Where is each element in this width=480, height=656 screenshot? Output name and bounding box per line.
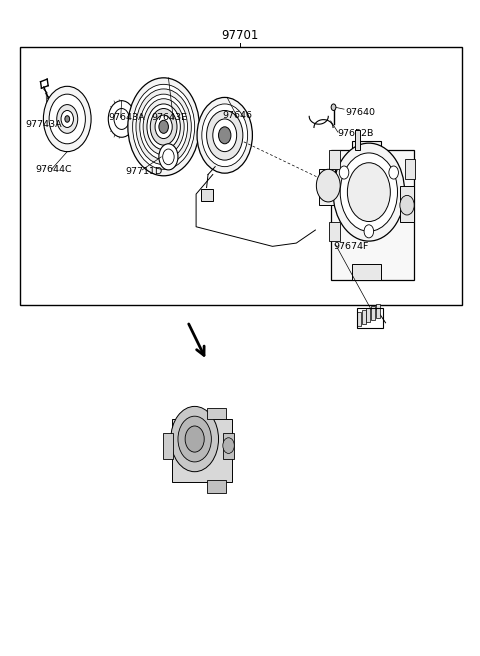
Circle shape — [57, 104, 78, 133]
Circle shape — [202, 104, 248, 167]
Bar — [371, 306, 375, 320]
Text: 97674F: 97674F — [333, 242, 369, 251]
Bar — [352, 264, 381, 280]
Circle shape — [108, 100, 135, 137]
Circle shape — [140, 94, 188, 159]
Text: 97640: 97640 — [345, 108, 375, 117]
Circle shape — [132, 85, 195, 169]
Circle shape — [163, 149, 174, 165]
Bar — [329, 222, 340, 241]
Circle shape — [331, 104, 336, 110]
Bar — [357, 308, 383, 328]
Bar — [331, 150, 414, 280]
Circle shape — [178, 416, 211, 462]
Text: 97646: 97646 — [223, 112, 253, 120]
Bar — [355, 130, 360, 150]
Circle shape — [65, 115, 70, 122]
Text: 97644C: 97644C — [36, 165, 72, 174]
Circle shape — [206, 110, 243, 160]
Bar — [352, 141, 381, 157]
Bar — [201, 189, 213, 201]
Circle shape — [150, 108, 177, 145]
Circle shape — [136, 89, 192, 165]
Circle shape — [213, 119, 237, 152]
Bar — [329, 150, 340, 169]
Text: 97643E: 97643E — [152, 113, 188, 121]
Bar — [223, 432, 234, 459]
Bar — [319, 169, 336, 205]
Circle shape — [43, 87, 91, 152]
Text: 97743A: 97743A — [26, 119, 62, 129]
Circle shape — [185, 426, 204, 452]
Circle shape — [400, 195, 414, 215]
Circle shape — [155, 115, 172, 138]
Circle shape — [333, 143, 405, 241]
Circle shape — [364, 225, 373, 238]
Circle shape — [147, 104, 180, 150]
Circle shape — [389, 166, 398, 179]
Bar — [405, 159, 415, 179]
Text: 97711D: 97711D — [125, 167, 163, 176]
Circle shape — [159, 144, 178, 170]
Bar — [206, 407, 226, 419]
Circle shape — [223, 438, 234, 453]
Circle shape — [339, 166, 349, 179]
Bar — [362, 310, 365, 324]
Circle shape — [49, 94, 85, 144]
Bar — [376, 304, 380, 318]
Bar — [357, 312, 361, 326]
Circle shape — [348, 163, 390, 222]
Circle shape — [61, 110, 73, 127]
Text: 97643A: 97643A — [109, 113, 145, 121]
Circle shape — [218, 127, 231, 144]
Bar — [206, 480, 226, 493]
Circle shape — [171, 406, 218, 472]
Bar — [172, 419, 232, 482]
Bar — [366, 308, 370, 322]
Circle shape — [340, 153, 397, 232]
Circle shape — [143, 98, 184, 155]
Circle shape — [128, 78, 199, 176]
Bar — [21, 47, 462, 305]
Bar — [400, 186, 414, 222]
Text: 97652B: 97652B — [338, 129, 374, 138]
Text: 97701: 97701 — [221, 29, 259, 42]
Circle shape — [316, 169, 340, 202]
Circle shape — [197, 97, 252, 173]
Bar — [163, 432, 173, 459]
Circle shape — [114, 108, 129, 129]
Circle shape — [159, 120, 168, 133]
